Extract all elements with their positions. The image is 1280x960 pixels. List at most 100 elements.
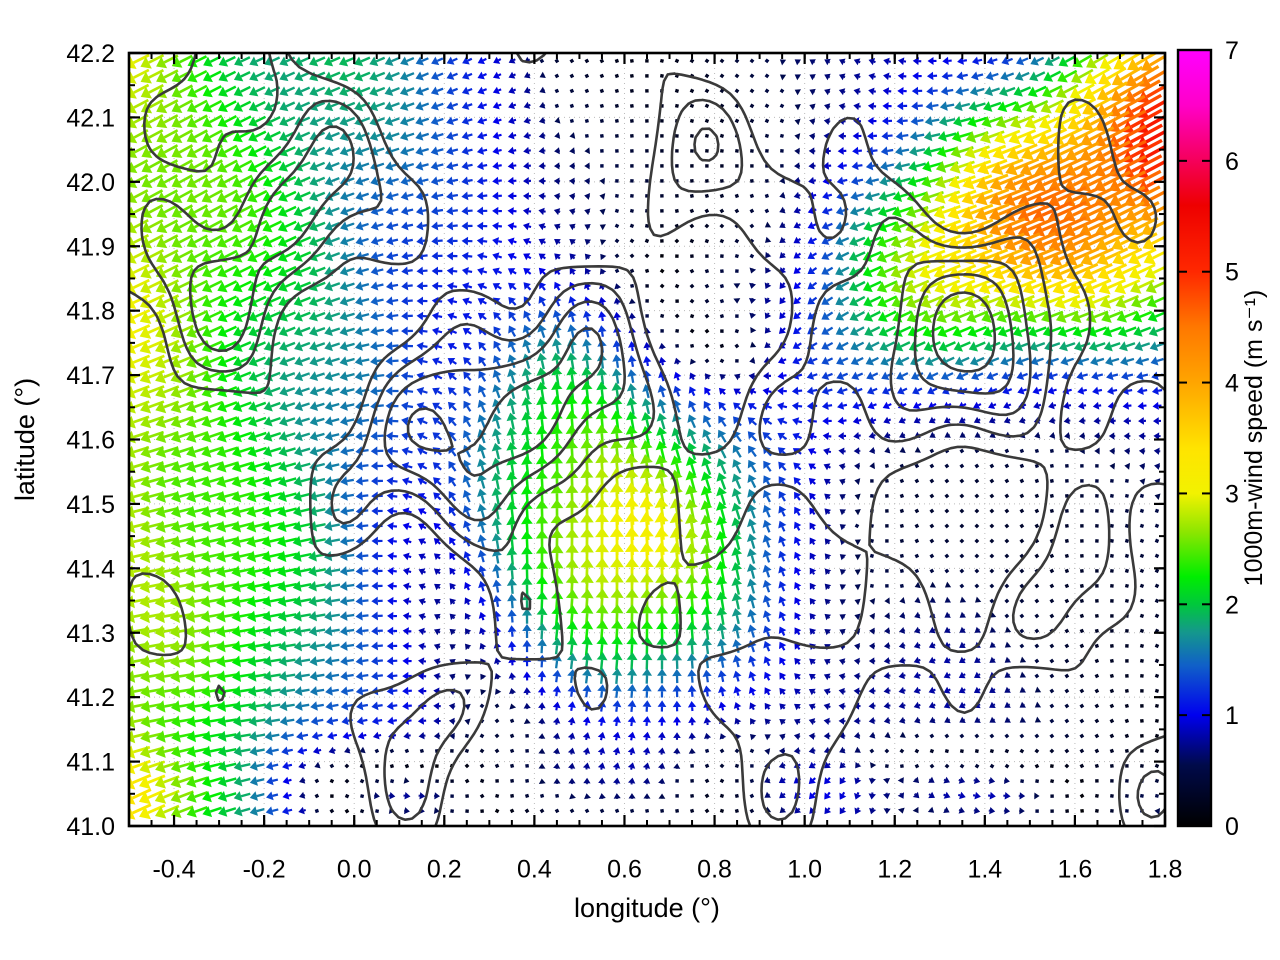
wind-arrow-tail <box>301 402 310 408</box>
wind-arrow-tail <box>390 71 400 78</box>
wind-arrow-tail <box>391 56 400 63</box>
wind-arrow-tail <box>1125 326 1137 333</box>
wind-arrow-head <box>628 298 636 304</box>
wind-arrow-head <box>673 371 682 379</box>
wind-arrow <box>538 223 546 231</box>
wind-arrow <box>523 237 532 246</box>
wind-arrow <box>982 101 1002 112</box>
wind-arrow-tail <box>315 176 326 183</box>
wind-arrow-head <box>998 86 1009 97</box>
wind-arrow <box>882 101 892 111</box>
wind-arrow-head <box>278 146 289 157</box>
wind-arrow <box>584 147 590 155</box>
wind-arrow-tail <box>300 101 311 108</box>
wind-arrow-head <box>749 357 756 364</box>
wind-arrow <box>779 206 786 214</box>
wind-arrow-head <box>554 281 562 290</box>
wind-arrow-head <box>431 266 438 276</box>
wind-arrow <box>430 176 444 186</box>
wind-arrow <box>909 146 926 157</box>
wind-arrow-head <box>910 116 918 126</box>
wind-arrow-tail <box>841 237 850 243</box>
wind-arrow-tail <box>1139 310 1153 319</box>
wind-arrow-tail <box>1117 170 1146 188</box>
wind-arrow-head <box>538 207 545 216</box>
wind-arrow <box>881 116 893 126</box>
wind-arrow <box>447 342 457 351</box>
wind-arrow-tail <box>315 311 326 318</box>
wind-arrow-head <box>279 56 289 67</box>
wind-arrow-tail <box>858 418 862 422</box>
wind-arrow-head <box>985 71 994 81</box>
wind-arrow-tail <box>406 72 415 78</box>
wind-arrow <box>538 177 546 185</box>
wind-arrow <box>446 221 458 231</box>
wind-arrow <box>645 164 649 168</box>
wind-arrow <box>478 356 487 367</box>
wind-arrow-tail <box>1022 388 1028 392</box>
wind-arrow <box>614 223 620 229</box>
wind-arrow-tail <box>316 417 325 423</box>
wind-arrow-tail <box>1046 127 1068 140</box>
wind-arrow <box>294 371 310 382</box>
wind-arrow-tail <box>541 286 546 291</box>
wind-arrow-head <box>461 176 469 186</box>
wind-arrow <box>733 283 741 289</box>
wind-arrow <box>521 397 533 416</box>
wind-arrow <box>997 101 1017 113</box>
wind-arrow-tail <box>1034 85 1047 93</box>
wind-arrow-stub <box>735 164 739 168</box>
wind-arrow-head <box>1150 356 1159 366</box>
wind-arrow <box>523 268 532 276</box>
wind-arrow-tail <box>782 267 786 271</box>
wind-arrow <box>674 357 682 365</box>
wind-arrow-head <box>569 177 575 185</box>
wind-arrow <box>385 326 399 336</box>
wind-arrow-tail <box>346 252 355 258</box>
wind-arrow-head <box>309 71 319 82</box>
wind-arrow <box>630 149 634 153</box>
wind-arrow-stub <box>600 149 604 153</box>
wind-arrow-head <box>791 401 799 411</box>
wind-arrow <box>1048 416 1056 425</box>
wind-arrow-head <box>324 116 334 127</box>
wind-arrow-stub <box>779 133 784 138</box>
wind-arrow-head <box>807 236 815 245</box>
wind-arrow-head <box>369 131 379 141</box>
wind-arrow <box>881 131 893 141</box>
wind-arrow-tail <box>285 402 296 408</box>
wind-arrow-head <box>850 356 860 366</box>
wind-arrow-tail <box>855 236 866 243</box>
wind-arrow <box>764 312 772 320</box>
wind-arrow <box>779 103 785 109</box>
wind-arrow <box>850 176 864 186</box>
wind-arrow <box>880 146 894 156</box>
wind-arrow <box>747 417 758 426</box>
wind-arrow-tail <box>751 420 758 426</box>
wind-arrow <box>719 314 725 319</box>
wind-arrow-tail <box>375 101 386 108</box>
wind-arrow-head <box>354 296 364 306</box>
wind-arrow <box>523 131 531 140</box>
wind-arrow-head <box>881 371 890 381</box>
wind-arrow-head <box>1030 56 1039 66</box>
wind-arrow <box>1003 416 1011 424</box>
wind-arrow-head <box>524 71 531 79</box>
wind-arrow-head <box>201 191 213 203</box>
wind-arrow-head <box>867 401 875 410</box>
wind-arrow-head <box>1151 371 1159 381</box>
wind-arrow <box>627 369 637 383</box>
wind-arrow-stub <box>674 103 679 108</box>
wind-arrow <box>897 72 907 81</box>
wind-arrow-head <box>940 86 949 96</box>
wind-arrow-tail <box>1060 127 1083 141</box>
wind-arrow-head <box>611 382 623 391</box>
wind-arrow <box>201 189 223 203</box>
wind-arrow <box>630 179 634 183</box>
wind-arrow <box>912 57 922 66</box>
wind-arrow-tail <box>993 418 996 422</box>
wind-arrow-head <box>400 161 409 171</box>
wind-arrow-tail <box>963 59 968 62</box>
wind-arrow <box>1019 157 1055 176</box>
wind-arrow <box>898 416 906 424</box>
